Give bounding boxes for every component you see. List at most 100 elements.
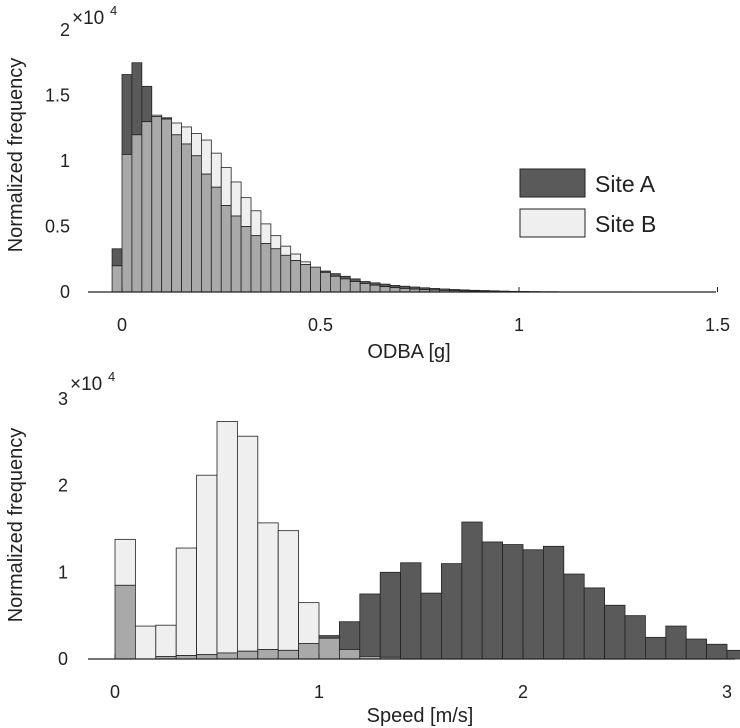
speed-bar-site-a-23 bbox=[583, 587, 606, 660]
odba-bar-site-b-18 bbox=[290, 253, 302, 261]
odba-x-tick-label: 1.5 bbox=[705, 315, 730, 335]
speed-bar-overlap-10 bbox=[318, 637, 340, 660]
speed-bar-site-a-18 bbox=[481, 541, 504, 660]
odba-bar-overlap-16 bbox=[270, 248, 282, 293]
odba-bar-site-b-15 bbox=[260, 223, 272, 244]
speed-bar-site-a-16 bbox=[440, 563, 463, 660]
speed-bar-site-a-17 bbox=[461, 521, 483, 660]
odba-bar-site-b-16 bbox=[270, 235, 282, 250]
odba-bar-site-a-0 bbox=[111, 248, 123, 267]
speed-bar-site-b-7 bbox=[257, 522, 279, 650]
odba-x-tick-label: 0 bbox=[117, 315, 127, 335]
odba-bar-site-a-1 bbox=[121, 74, 133, 155]
speed-bar-site-a-27 bbox=[665, 625, 687, 660]
speed-bar-site-b-8 bbox=[277, 530, 300, 651]
odba-bar-site-a-3 bbox=[141, 85, 153, 123]
speed-exponent-power: 4 bbox=[108, 369, 115, 384]
speed-x-tick-label: 2 bbox=[518, 682, 528, 702]
speed-bar-site-b-5 bbox=[216, 421, 238, 654]
odba-bar-overlap-18 bbox=[290, 260, 302, 293]
odba-bar-overlap-21 bbox=[320, 271, 331, 293]
speed-y-ticks: 0 1 2 3 bbox=[58, 389, 68, 669]
odba-y-ticks: 0 0.5 1 1.5 2 bbox=[45, 20, 70, 302]
odba-bar-overlap-17 bbox=[280, 254, 292, 293]
odba-bar-overlap-20 bbox=[310, 266, 321, 293]
odba-bar-overlap-0 bbox=[111, 265, 123, 293]
odba-y-tick-label: 0 bbox=[60, 282, 70, 302]
odba-exponent-power: 4 bbox=[110, 3, 117, 18]
odba-bar-overlap-2 bbox=[131, 134, 143, 293]
odba-bar-site-b-11 bbox=[220, 167, 232, 206]
odba-bar-site-b-8 bbox=[191, 133, 202, 157]
legend: Site A Site B bbox=[519, 168, 656, 238]
odba-x-label: ODBA [g] bbox=[367, 341, 450, 363]
odba-bar-site-a-2 bbox=[131, 62, 143, 136]
speed-exponent-prefix: ×10 bbox=[70, 374, 102, 395]
speed-bar-site-a-13 bbox=[379, 571, 402, 658]
odba-x-tick-label: 1 bbox=[514, 315, 524, 335]
odba-bar-overlap-8 bbox=[191, 155, 202, 293]
speed-bar-site-a-29 bbox=[706, 643, 728, 660]
speed-bar-site-a-28 bbox=[685, 638, 708, 660]
legend-swatch-site-a bbox=[519, 168, 586, 198]
odba-y-tick-label: 0.5 bbox=[45, 217, 70, 237]
speed-bar-site-a-11 bbox=[338, 621, 361, 650]
speed-bar-site-a-26 bbox=[645, 636, 667, 660]
speed-bar-overlap-6 bbox=[236, 650, 259, 660]
odba-x-ticks: 0 0.5 1 1.5 bbox=[117, 287, 730, 335]
odba-bar-overlap-11 bbox=[220, 205, 232, 293]
speed-bars bbox=[114, 421, 740, 660]
odba-bar-overlap-27 bbox=[379, 286, 391, 293]
speed-bar-overlap-5 bbox=[216, 652, 238, 660]
legend-label-site-b: Site B bbox=[595, 211, 656, 237]
odba-bar-overlap-23 bbox=[339, 278, 351, 293]
odba-bar-overlap-4 bbox=[151, 116, 163, 293]
odba-x-tick-label: 0.5 bbox=[308, 315, 333, 335]
speed-bar-site-a-21 bbox=[543, 545, 565, 660]
speed-bar-overlap-8 bbox=[277, 649, 300, 660]
odba-bar-overlap-26 bbox=[369, 284, 381, 293]
speed-bar-site-a-22 bbox=[563, 573, 585, 660]
odba-bar-overlap-7 bbox=[181, 143, 192, 293]
speed-y-tick-label: 2 bbox=[58, 476, 68, 496]
odba-bar-site-b-7 bbox=[181, 126, 192, 145]
speed-y-label: Normalized frequency bbox=[5, 428, 27, 623]
odba-bar-overlap-3 bbox=[141, 121, 153, 293]
odba-bar-overlap-6 bbox=[171, 134, 182, 293]
speed-bar-site-a-19 bbox=[502, 544, 524, 660]
odba-bar-overlap-25 bbox=[359, 283, 371, 293]
odba-bar-overlap-28 bbox=[389, 287, 401, 293]
odba-bar-overlap-5 bbox=[161, 118, 173, 293]
odba-bar-overlap-12 bbox=[230, 215, 242, 293]
odba-bar-overlap-1 bbox=[121, 154, 133, 293]
odba-bar-site-b-9 bbox=[200, 139, 212, 175]
odba-bar-overlap-15 bbox=[260, 243, 272, 293]
speed-bar-site-b-1 bbox=[134, 625, 157, 660]
speed-bar-site-b-4 bbox=[196, 474, 218, 656]
speed-bar-overlap-7 bbox=[257, 649, 279, 660]
odba-y-tick-label: 1 bbox=[60, 151, 70, 171]
speed-histogram-panel: 0 1 2 3 0 1 2 3 ×10 4 Speed [m/s] Normalized f… bbox=[5, 369, 740, 727]
speed-x-tick-label: 1 bbox=[314, 682, 324, 702]
speed-bar-site-b-9 bbox=[298, 602, 320, 644]
speed-x-tick-label: 0 bbox=[110, 682, 120, 702]
odba-y-tick-label: 2 bbox=[60, 20, 70, 40]
speed-bar-overlap-0 bbox=[114, 584, 136, 660]
odba-bar-site-b-13 bbox=[240, 197, 252, 227]
odba-bar-overlap-22 bbox=[330, 275, 341, 293]
speed-bar-site-a-15 bbox=[420, 592, 442, 660]
legend-swatch-site-b bbox=[519, 208, 586, 238]
speed-bar-overlap-9 bbox=[298, 642, 320, 660]
odba-bar-overlap-14 bbox=[250, 235, 262, 293]
speed-x-label: Speed [m/s] bbox=[367, 705, 474, 727]
odba-bar-overlap-13 bbox=[240, 226, 252, 293]
speed-bar-overlap-4 bbox=[196, 654, 218, 660]
speed-bar-site-b-3 bbox=[175, 547, 197, 656]
speed-y-tick-label: 0 bbox=[58, 649, 68, 669]
speed-y-tick-label: 1 bbox=[58, 562, 68, 582]
speed-bar-site-a-20 bbox=[522, 549, 544, 660]
speed-x-ticks: 0 1 2 3 bbox=[110, 654, 732, 702]
odba-bar-overlap-19 bbox=[300, 264, 311, 293]
odba-exponent-prefix: ×10 bbox=[72, 8, 104, 29]
